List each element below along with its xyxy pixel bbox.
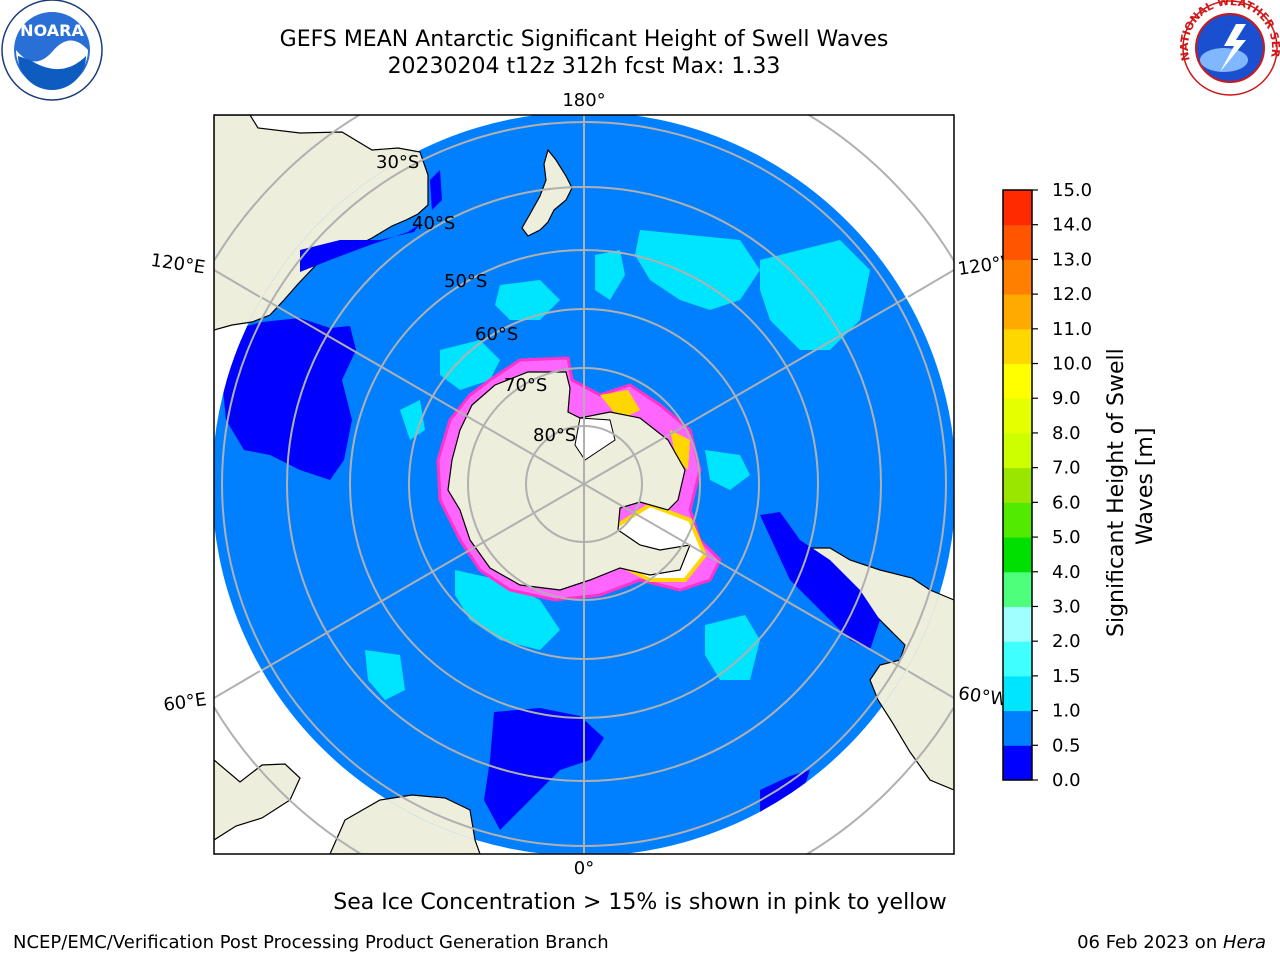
lat-label-80: 80°S bbox=[533, 425, 576, 446]
lat-label-70: 70°S bbox=[504, 375, 547, 396]
nws-ring-text: NATIONAL WEATHER SERVICE bbox=[0, 0, 1280, 62]
antarctica bbox=[447, 371, 691, 591]
chart-title: GEFS MEAN Antarctic Significant Height o… bbox=[279, 27, 889, 52]
colorbar-segment bbox=[1003, 675, 1032, 712]
colorbar-label-line1: Significant Height of Swell bbox=[1104, 348, 1129, 637]
lon-label-lower-left: 60°E bbox=[162, 689, 208, 716]
colorbar-segment bbox=[1003, 467, 1032, 503]
lat-label-60: 60°S bbox=[475, 324, 518, 345]
colorbar-segment bbox=[1003, 502, 1032, 538]
colorbar-segment bbox=[1003, 294, 1032, 330]
colorbar-segment bbox=[1003, 224, 1032, 260]
colorbar-tick-label: 7.0 bbox=[1052, 458, 1081, 479]
colorbar-tick-label: 15.0 bbox=[1052, 180, 1092, 201]
lon-label-lower-right: 60°W bbox=[957, 683, 1009, 711]
colorbar-segment bbox=[1003, 259, 1032, 295]
colorbar-tick-label: 14.0 bbox=[1052, 215, 1092, 236]
chart-subtitle: 20230204 t12z 312h fcst Max: 1.33 bbox=[387, 54, 781, 79]
noaa-logo-icon: NOARA bbox=[1, 0, 103, 101]
lat-label-50: 50°S bbox=[444, 271, 487, 292]
meridian-lines bbox=[214, 115, 954, 854]
lon-label-top: 180° bbox=[562, 90, 605, 111]
colorbar-tick-label: 8.0 bbox=[1052, 423, 1081, 444]
colorbar-tick-label: 12.0 bbox=[1052, 284, 1092, 305]
colorbar-segment bbox=[1003, 328, 1032, 365]
colorbar-segment bbox=[1003, 745, 1032, 781]
colorbar-segment bbox=[1003, 710, 1032, 746]
sea-ice-caption: Sea Ice Concentration > 15% is shown in … bbox=[333, 890, 947, 915]
colorbar-tick-label: 3.0 bbox=[1052, 596, 1081, 617]
lat-label-40: 40°S bbox=[412, 213, 455, 234]
colorbar-border bbox=[1002, 189, 1033, 781]
footer-credit: NCEP/EMC/Verification Post Processing Pr… bbox=[13, 932, 609, 953]
colorbar-tick-label: 2.0 bbox=[1052, 631, 1081, 652]
colorbar-tick-label: 0.0 bbox=[1052, 770, 1081, 791]
colorbar-segment bbox=[1003, 606, 1032, 642]
map-area bbox=[214, 115, 954, 854]
colorbar-segment bbox=[1003, 537, 1032, 573]
colorbar-tick-label: 13.0 bbox=[1052, 249, 1092, 270]
lon-label-bottom: 0° bbox=[574, 858, 594, 879]
lat-label-30: 30°S bbox=[376, 152, 419, 173]
lon-label-upper-left: 120°E bbox=[149, 250, 206, 278]
footer-date-text: 06 Feb 2023 on bbox=[1077, 932, 1223, 953]
svg-text:NATIONAL WEATHER SERVICE: NATIONAL WEATHER SERVICE bbox=[0, 0, 1280, 62]
footer-date: 06 Feb 2023 on Hera bbox=[1077, 932, 1266, 953]
colorbar-tick-label: 6.0 bbox=[1052, 492, 1081, 513]
footer-host: Hera bbox=[1222, 932, 1266, 953]
moderate-swell-areas bbox=[365, 230, 870, 700]
colorbar-segment bbox=[1003, 190, 1032, 226]
colorbar-tick-label: 4.0 bbox=[1052, 562, 1081, 583]
colorbar-tick-label: 1.5 bbox=[1052, 666, 1081, 687]
colorbar-segment bbox=[1003, 398, 1032, 434]
colorbar-segment bbox=[1003, 432, 1032, 469]
noaa-logo-text: NOARA bbox=[20, 21, 84, 40]
colorbar-segment bbox=[1003, 363, 1032, 399]
colorbar-label-line2: Waves [m] bbox=[1133, 428, 1158, 545]
colorbar-segment bbox=[1003, 571, 1032, 607]
colorbar-tick-label: 1.0 bbox=[1052, 701, 1081, 722]
colorbar-tick-label: 5.0 bbox=[1052, 527, 1081, 548]
nws-logo-icon: NATIONAL WEATHER SERVICE bbox=[0, 0, 1280, 96]
colorbar-tick-label: 0.5 bbox=[1052, 735, 1081, 756]
colorbar-segment bbox=[1003, 641, 1032, 677]
colorbar-tick-label: 10.0 bbox=[1052, 354, 1092, 375]
colorbar: 0.0 0.5 1.0 1.5 2.0 3.0 4.0 5.0 6.0 7.0 8.0 9.0 10.0… bbox=[1002, 180, 1092, 791]
colorbar-tick-label: 9.0 bbox=[1052, 388, 1081, 409]
colorbar-tick-label: 11.0 bbox=[1052, 319, 1092, 340]
